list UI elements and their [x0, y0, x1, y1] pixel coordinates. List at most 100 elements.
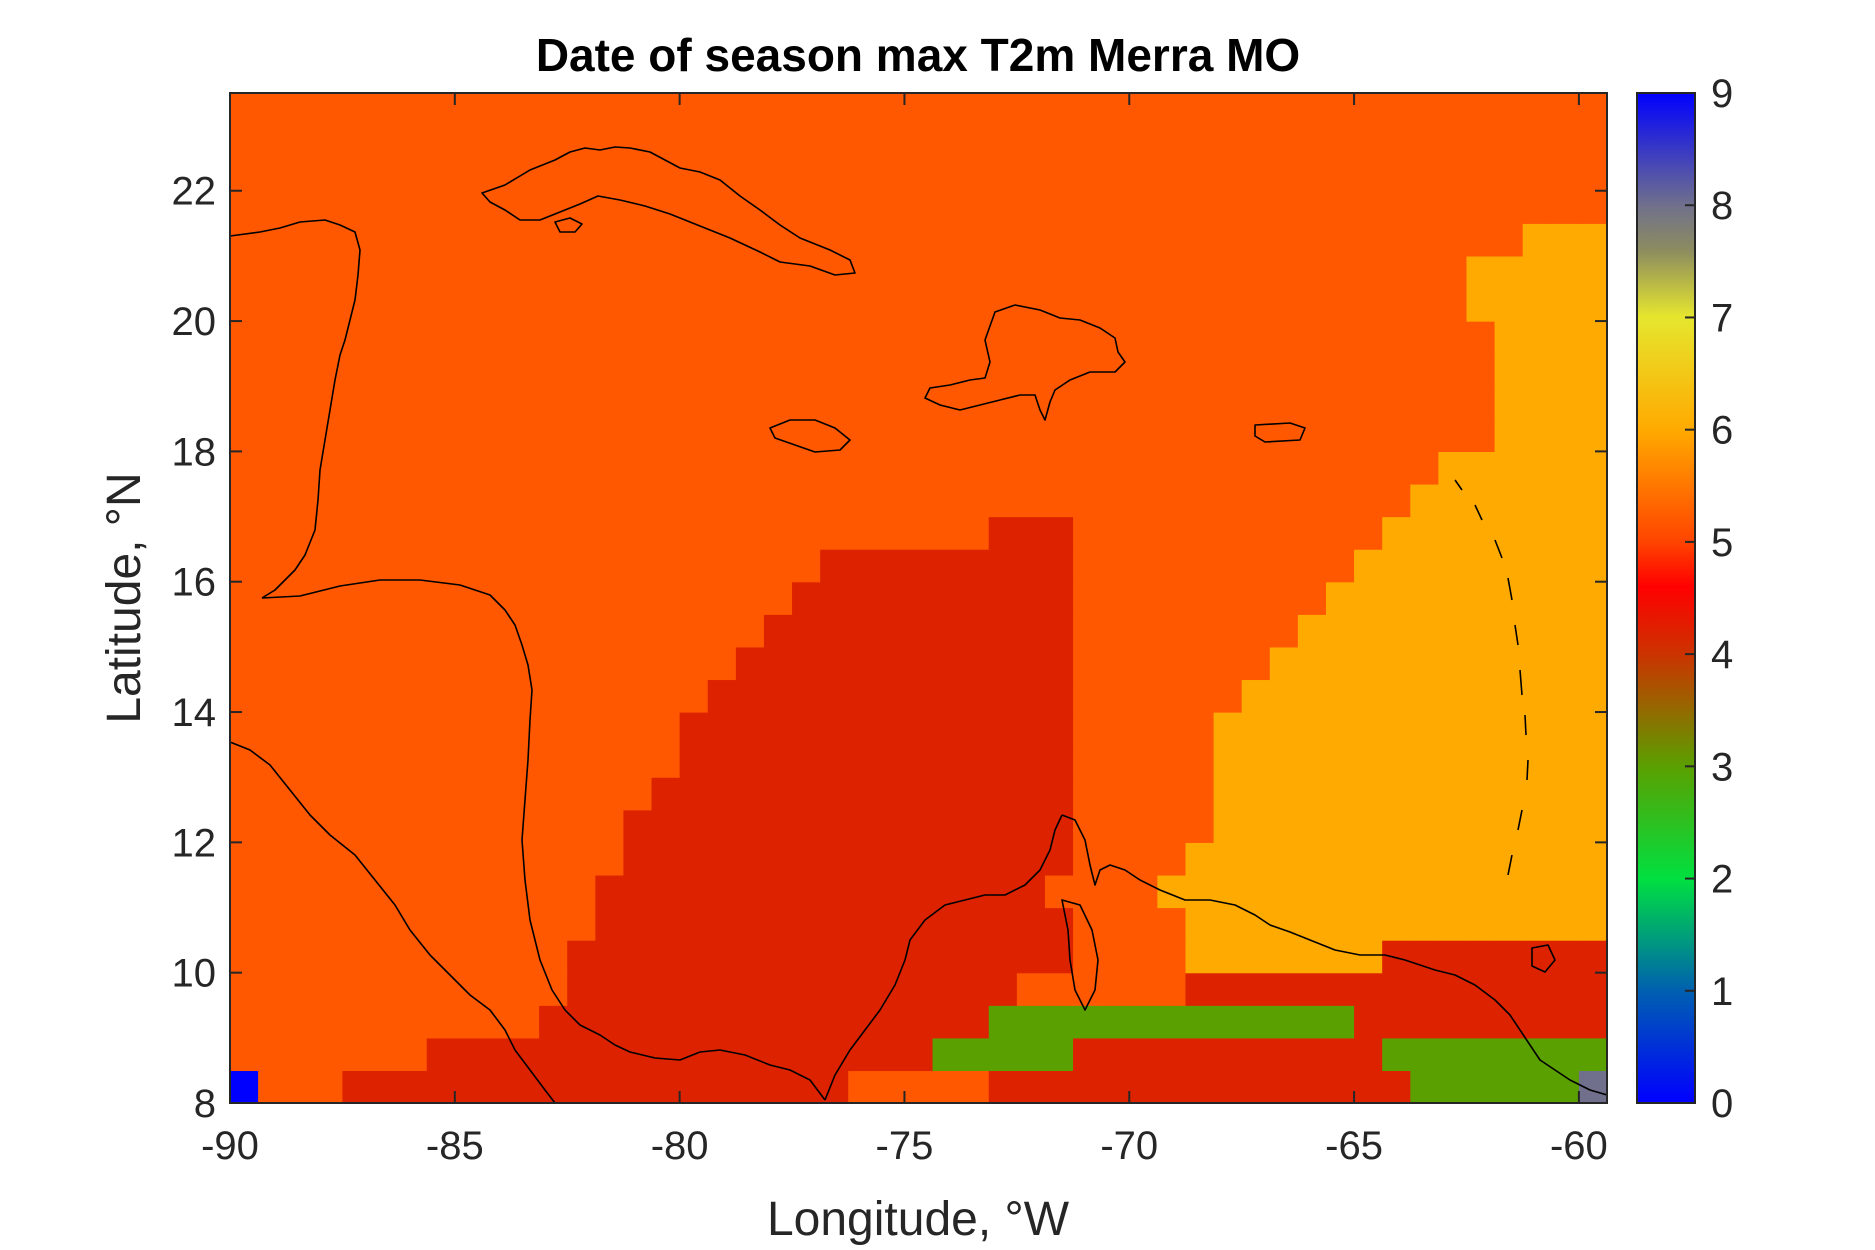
- heatmap-cell: [370, 418, 400, 452]
- heatmap-cell: [848, 418, 877, 452]
- heatmap-cell: [567, 158, 596, 192]
- heatmap-cell: [735, 679, 765, 713]
- heatmap-cell: [1101, 646, 1130, 681]
- heatmap-cell: [1550, 614, 1580, 648]
- heatmap-cell: [988, 451, 1018, 485]
- heatmap-cell: [1494, 549, 1524, 583]
- heatmap-cell: [1382, 190, 1411, 224]
- heatmap-cell: [1241, 679, 1271, 713]
- heatmap-cell: [1016, 777, 1046, 811]
- heatmap-cell: [988, 809, 1018, 843]
- heatmap-cell: [1354, 907, 1383, 941]
- heatmap-cell: [595, 483, 625, 518]
- heatmap-cell: [454, 158, 484, 192]
- heatmap-cell: [1466, 940, 1496, 974]
- heatmap-cell: [1466, 418, 1496, 452]
- heatmap-cell: [1269, 972, 1299, 1006]
- heatmap-cell: [286, 679, 315, 713]
- y-tick-label: 12: [172, 821, 217, 865]
- heatmap-cell: [1466, 223, 1496, 257]
- heatmap-cell: [286, 1037, 315, 1072]
- heatmap-cell: [1101, 190, 1130, 224]
- heatmap-cell: [1241, 223, 1271, 257]
- heatmap-cell: [511, 972, 540, 1006]
- heatmap-cell: [1354, 581, 1383, 615]
- heatmap-cell: [848, 288, 877, 322]
- heatmap-cell: [904, 809, 934, 843]
- heatmap-cell: [735, 125, 765, 159]
- heatmap-cell: [342, 777, 372, 811]
- heatmap-cell: [1044, 451, 1074, 485]
- heatmap-cell: [735, 842, 765, 876]
- heatmap-cell: [370, 940, 400, 974]
- heatmap-cell: [623, 646, 653, 681]
- heatmap-cell: [1466, 646, 1496, 681]
- heatmap-cell: [1466, 190, 1496, 224]
- heatmap-cell: [1185, 483, 1215, 518]
- heatmap-cell: [1382, 940, 1411, 974]
- heatmap-cell: [1073, 1070, 1102, 1103]
- heatmap-cell: [1578, 940, 1607, 974]
- heatmap-cell: [398, 809, 428, 843]
- heatmap-cell: [370, 907, 400, 941]
- heatmap-cell: [679, 451, 709, 485]
- heatmap-cell: [932, 972, 962, 1006]
- heatmap-cell: [707, 516, 737, 550]
- heatmap-cell: [1550, 940, 1580, 974]
- heatmap-cell: [820, 125, 849, 159]
- heatmap-cell: [1297, 1070, 1327, 1103]
- heatmap-cell: [1438, 190, 1468, 224]
- heatmap-cell: [567, 386, 596, 420]
- heatmap-cell: [763, 223, 793, 257]
- heatmap-cell: [1157, 940, 1187, 974]
- heatmap-cell: [1382, 223, 1411, 257]
- heatmap-cell: [904, 0, 933, 28]
- heatmap-cell: [1185, 0, 1214, 28]
- heatmap-cell: [1129, 255, 1158, 290]
- heatmap-cell: [1578, 321, 1607, 355]
- heatmap-cell: [764, 0, 793, 28]
- heatmap-cell: [1354, 940, 1383, 974]
- heatmap-cell: [1325, 744, 1355, 778]
- heatmap-cell: [820, 483, 849, 518]
- heatmap-cell: [230, 321, 259, 355]
- heatmap-cell: [1438, 28, 1467, 61]
- heatmap-cell: [1185, 190, 1215, 224]
- heatmap-cell: [932, 712, 962, 746]
- heatmap-cell: [1157, 549, 1187, 583]
- heatmap-cell: [960, 907, 990, 941]
- heatmap-cell: [623, 972, 653, 1006]
- heatmap-cell: [988, 190, 1018, 224]
- heatmap-cell: [988, 255, 1018, 290]
- heatmap-cell: [1466, 125, 1496, 159]
- heatmap-cell: [286, 158, 315, 192]
- heatmap-cell: [1044, 418, 1074, 452]
- heatmap-cell: [792, 1005, 821, 1039]
- heatmap-cell: [286, 581, 315, 615]
- heatmap-cell: [1129, 972, 1158, 1006]
- heatmap-cell: [1129, 516, 1158, 550]
- heatmap-cell: [482, 158, 512, 192]
- heatmap-cell: [342, 93, 372, 127]
- heatmap-cell: [1382, 614, 1411, 648]
- heatmap-cell: [539, 255, 568, 290]
- heatmap-cell: [286, 288, 315, 322]
- heatmap-cell: [595, 940, 625, 974]
- heatmap-cell: [258, 842, 287, 876]
- heatmap-cell: [735, 93, 765, 127]
- heatmap-cell: [567, 679, 596, 713]
- heatmap-cell: [1325, 777, 1355, 811]
- heatmap-cell: [820, 777, 849, 811]
- heatmap-cell: [1241, 255, 1271, 290]
- heatmap-cell: [230, 1037, 259, 1072]
- heatmap-cell: [1157, 418, 1187, 452]
- heatmap-cell: [707, 1037, 737, 1072]
- heatmap-cell: [763, 842, 793, 876]
- heatmap-cell: [1382, 679, 1411, 713]
- heatmap-cell: [792, 516, 821, 550]
- heatmap-cell: [1298, 28, 1327, 61]
- heatmap-cell: [398, 712, 428, 746]
- heatmap-cell: [1382, 516, 1411, 550]
- heatmap-cell: [370, 712, 400, 746]
